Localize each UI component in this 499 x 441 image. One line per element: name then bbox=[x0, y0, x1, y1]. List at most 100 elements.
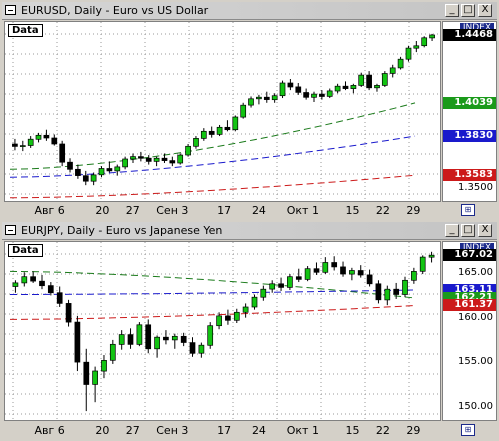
candle-body bbox=[224, 126, 231, 131]
candle-body bbox=[384, 288, 391, 301]
candle-body bbox=[397, 58, 404, 69]
time-axis-label: 24 bbox=[251, 204, 266, 217]
candle bbox=[51, 134, 58, 146]
candle bbox=[207, 322, 214, 349]
candle bbox=[67, 158, 73, 173]
candle bbox=[208, 126, 215, 138]
candle bbox=[109, 339, 116, 364]
candle bbox=[12, 138, 18, 151]
candle-body bbox=[279, 82, 286, 97]
candle-body bbox=[136, 324, 143, 345]
eurusd-chart-window[interactable]: EURUSD, Daily - Euro vs US Dollar _ □ X … bbox=[2, 2, 497, 219]
current-price-arrow-icon bbox=[445, 251, 450, 260]
candle bbox=[233, 308, 240, 323]
candle-body bbox=[154, 336, 160, 350]
candle-body bbox=[56, 292, 63, 304]
candle bbox=[216, 312, 222, 330]
candle bbox=[83, 348, 90, 412]
candle bbox=[193, 136, 199, 149]
candle bbox=[145, 155, 152, 165]
close-button[interactable]: X bbox=[478, 224, 492, 237]
candle bbox=[118, 330, 125, 350]
candle bbox=[260, 285, 267, 301]
moving-average-red bbox=[9, 174, 416, 199]
candle-body bbox=[171, 335, 178, 341]
moving-average-blue bbox=[9, 135, 416, 178]
candle-body bbox=[106, 168, 113, 172]
candle-body bbox=[180, 335, 187, 343]
candle bbox=[326, 88, 333, 99]
minimize-button[interactable]: _ bbox=[445, 4, 459, 17]
candle-body bbox=[83, 361, 90, 385]
time-axis-label: 15 bbox=[345, 424, 360, 437]
eurjpy-plot-area[interactable]: Data bbox=[4, 241, 441, 421]
candle bbox=[295, 82, 302, 95]
candle bbox=[263, 91, 270, 103]
candle bbox=[366, 269, 373, 287]
eurusd-price-axis[interactable]: INDEX 1.3500 1.4468 1.4039 1.3830 1.3583 bbox=[442, 21, 497, 202]
candle bbox=[381, 71, 388, 87]
candle bbox=[127, 328, 134, 349]
current-price-box: 161.37 bbox=[443, 299, 496, 312]
candle-body bbox=[189, 342, 196, 354]
candle-body bbox=[240, 104, 247, 118]
price-tick-label: 155.00 bbox=[458, 356, 493, 368]
candle-body bbox=[21, 276, 28, 284]
candle bbox=[375, 280, 382, 304]
time-axis-label: Авг 6 bbox=[34, 204, 65, 217]
candle bbox=[304, 266, 311, 282]
time-axis-label: 29 bbox=[406, 424, 421, 437]
eurusd-time-axis: Авг 6 20 27 Сен 3 17 24 Окт 1 15 22 29 bbox=[4, 203, 441, 217]
maximize-button[interactable]: □ bbox=[461, 224, 475, 237]
candle-body bbox=[278, 283, 284, 288]
candle bbox=[98, 166, 105, 178]
candle-body bbox=[39, 280, 45, 287]
candle-body bbox=[43, 134, 50, 139]
candle bbox=[278, 277, 284, 291]
eurjpy-chart-window[interactable]: EURJPY, Daily - Euro vs Japanese Yen _ □… bbox=[2, 222, 497, 440]
maximize-button[interactable]: □ bbox=[461, 4, 475, 17]
candle bbox=[405, 45, 412, 62]
candle bbox=[177, 153, 184, 165]
candle-body bbox=[90, 174, 97, 182]
candle bbox=[349, 267, 355, 281]
price-tick-label: 160.00 bbox=[458, 311, 493, 323]
candle bbox=[153, 156, 160, 167]
candle bbox=[169, 156, 176, 167]
candle-body bbox=[225, 315, 231, 321]
candle bbox=[384, 285, 391, 306]
close-button[interactable]: X bbox=[478, 4, 492, 17]
moving-average-green bbox=[9, 102, 416, 170]
candle bbox=[331, 256, 338, 271]
time-axis-label: 29 bbox=[406, 204, 421, 217]
eurjpy-title-bar[interactable]: EURJPY, Daily - Euro vs Japanese Yen _ □… bbox=[2, 222, 497, 240]
candle bbox=[138, 151, 144, 162]
chart-settings-icon[interactable]: ⊞ bbox=[461, 424, 475, 436]
candle bbox=[242, 303, 249, 318]
chart-settings-icon[interactable]: ⊞ bbox=[461, 204, 475, 216]
candle-body bbox=[109, 343, 116, 361]
candle bbox=[269, 280, 276, 293]
time-axis-label: 17 bbox=[217, 424, 232, 437]
candle bbox=[340, 261, 346, 277]
candle-body bbox=[101, 360, 107, 372]
candle-body bbox=[232, 116, 239, 131]
eurusd-plot-area[interactable]: Data bbox=[4, 21, 441, 202]
current-price-box: 1.3583 bbox=[443, 169, 496, 182]
candle bbox=[224, 120, 231, 132]
eurusd-title-bar[interactable]: EURUSD, Daily - Euro vs US Dollar _ □ X bbox=[2, 2, 497, 20]
price-tick-label: 1.3500 bbox=[458, 182, 493, 194]
candle-body bbox=[198, 344, 205, 354]
price-tick-label: 150.00 bbox=[458, 400, 493, 412]
candle-body bbox=[177, 154, 184, 164]
candle-body bbox=[350, 85, 357, 89]
candle-body bbox=[59, 143, 66, 163]
candle-body bbox=[12, 143, 18, 147]
minimize-button[interactable]: _ bbox=[445, 224, 459, 237]
eurjpy-price-axis[interactable]: INDEX 165.00 160.00 155.00 150.00 167.02 163.… bbox=[442, 241, 497, 421]
candle bbox=[350, 83, 357, 94]
candle-body bbox=[366, 74, 372, 89]
candle bbox=[389, 64, 396, 78]
candle-body bbox=[295, 276, 302, 280]
candle bbox=[161, 153, 168, 163]
